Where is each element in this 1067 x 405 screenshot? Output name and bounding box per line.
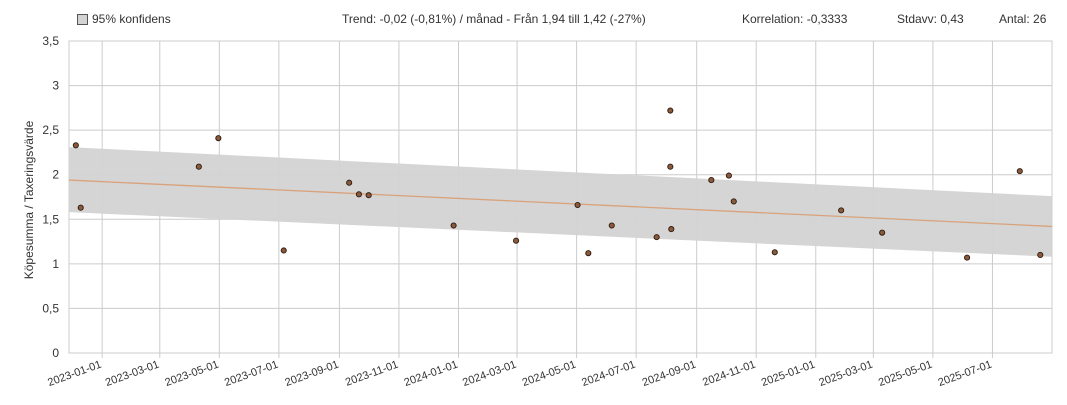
confidence-band-area [69,147,1052,257]
x-tick-label: 2025-03-01 [817,359,874,390]
y-tick-label: 1,5 [42,212,59,226]
y-tick-label: 0 [52,346,59,360]
x-tick-label: 2023-03-01 [104,359,161,390]
data-point [280,247,287,254]
data-point [77,204,84,211]
data-point [215,135,222,142]
count-stat: Antal: 26 [999,12,1047,26]
x-tick-label: 2024-03-01 [461,359,518,390]
data-point [1016,168,1023,175]
x-tick-label: 2023-11-01 [344,359,400,389]
x-tick-label: 2024-05-01 [521,359,578,390]
data-points [72,107,1044,261]
x-tick-label: 2024-09-01 [641,359,698,390]
x-tick-label: 2025-01-01 [760,359,817,390]
trend-line [68,179,1053,228]
data-point [355,191,362,198]
trend-line-path [68,179,1053,228]
data-point [667,163,674,170]
data-point [513,237,520,244]
correlation-stat: Korrelation: -0,3333 [742,12,848,26]
data-point [708,177,715,184]
x-tick-label: 2023-09-01 [283,359,340,390]
data-point [450,222,457,229]
data-point [195,163,202,170]
stddev-stat: Stdavv: 0,43 [897,12,964,26]
legend-label-confidence: 95% konfidens [92,12,171,26]
x-tick-label: 2025-07-01 [936,359,993,390]
data-point [653,234,660,241]
confidence-band [69,147,1052,257]
chart-header: 95% konfidens Trend: -0,02 (-0,81%) / må… [0,0,1067,30]
data-point [725,172,732,179]
data-point [668,226,675,233]
legend-swatch-confidence [77,13,88,25]
x-axis-ticks: 2023-01-01 2023-03-01 2023-05-01 2023-07-01… [46,359,993,390]
y-tick-label: 2 [52,168,59,182]
data-point [667,107,674,114]
data-point [72,142,79,149]
data-point [585,250,592,257]
x-tick-label: 2024-07-01 [580,359,637,390]
data-point [574,201,581,209]
x-tick-label: 2023-07-01 [223,359,280,390]
data-point [608,222,615,229]
y-tick-label: 3,5 [42,34,59,48]
y-tick-label: 3 [52,79,59,93]
x-tick-label: 2024-11-01 [701,359,757,389]
x-tick-label: 2023-01-01 [46,359,103,390]
data-point [1037,251,1044,258]
data-point [730,198,737,205]
legend[interactable]: 95% konfidens [77,12,171,26]
y-axis-label: Köpesumma / Taxeringsvärde [22,120,36,279]
y-axis-ticks: 0 0,5 1 1,5 2 2,5 3 3,5 [42,34,59,360]
data-point [838,207,845,214]
data-point [771,249,778,256]
y-tick-label: 2,5 [42,123,59,137]
data-point [879,229,886,236]
data-point [964,254,971,261]
x-tick-label: 2025-05-01 [877,359,934,390]
x-tick-label: 2023-05-01 [163,359,220,390]
x-tick-label: 2024-01-01 [403,359,460,390]
trend-stat: Trend: -0,02 (-0,81%) / månad - Från 1,9… [342,12,646,26]
data-point [346,179,353,186]
data-point [365,192,372,199]
y-tick-label: 0,5 [42,301,59,315]
y-tick-label: 1 [52,257,59,271]
